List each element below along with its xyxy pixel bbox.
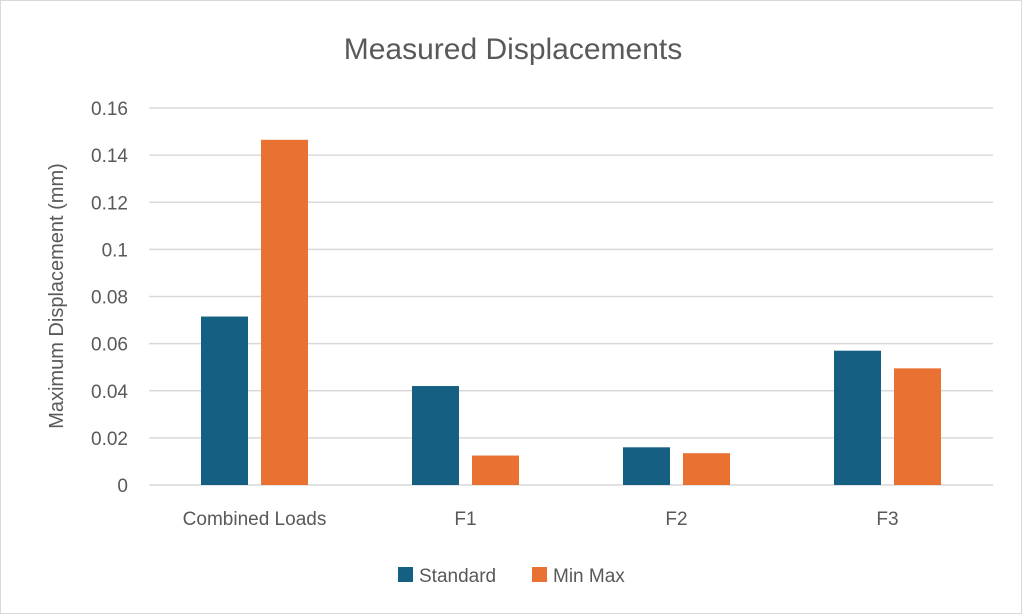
legend-label: Standard xyxy=(419,566,496,587)
bar-standard-3 xyxy=(834,350,881,485)
y-tick-label: 0.14 xyxy=(91,146,128,167)
bar-standard-2 xyxy=(623,447,670,485)
legend-label: Min Max xyxy=(553,566,625,587)
x-category-label: F1 xyxy=(454,509,476,530)
y-axis-label: Maximum Displacement (mm) xyxy=(46,163,68,429)
bar-standard-1 xyxy=(412,386,459,485)
x-category-label: F3 xyxy=(876,509,898,530)
legend-swatch xyxy=(532,567,547,582)
y-tick-label: 0 xyxy=(117,476,128,497)
chart-title: Measured Displacements xyxy=(344,33,682,66)
y-tick-label: 0.04 xyxy=(91,382,128,403)
y-axis-ticks: 0 0.02 0.04 0.06 0.08 0.1 0.12 0.14 0.16 xyxy=(91,99,128,497)
legend-swatch xyxy=(398,567,413,582)
bar-min-max-0 xyxy=(261,139,308,485)
y-tick-label: 0.06 xyxy=(91,335,128,356)
y-tick-label: 0.1 xyxy=(102,240,128,261)
x-category-label: Combined Loads xyxy=(183,509,327,530)
x-axis-categories: Combined Loads F1 F2 F3 xyxy=(183,509,899,530)
bar-min-max-1 xyxy=(472,455,519,485)
y-tick-label: 0.02 xyxy=(91,429,128,450)
y-tick-label: 0.16 xyxy=(91,99,128,120)
bar-standard-0 xyxy=(201,316,248,485)
y-tick-label: 0.12 xyxy=(91,193,128,214)
bar-min-max-2 xyxy=(683,453,730,485)
x-category-label: F2 xyxy=(665,509,687,530)
bar-min-max-3 xyxy=(894,368,941,485)
legend: Standard Min Max xyxy=(398,566,625,587)
bars xyxy=(201,139,941,485)
y-tick-label: 0.08 xyxy=(91,288,128,309)
